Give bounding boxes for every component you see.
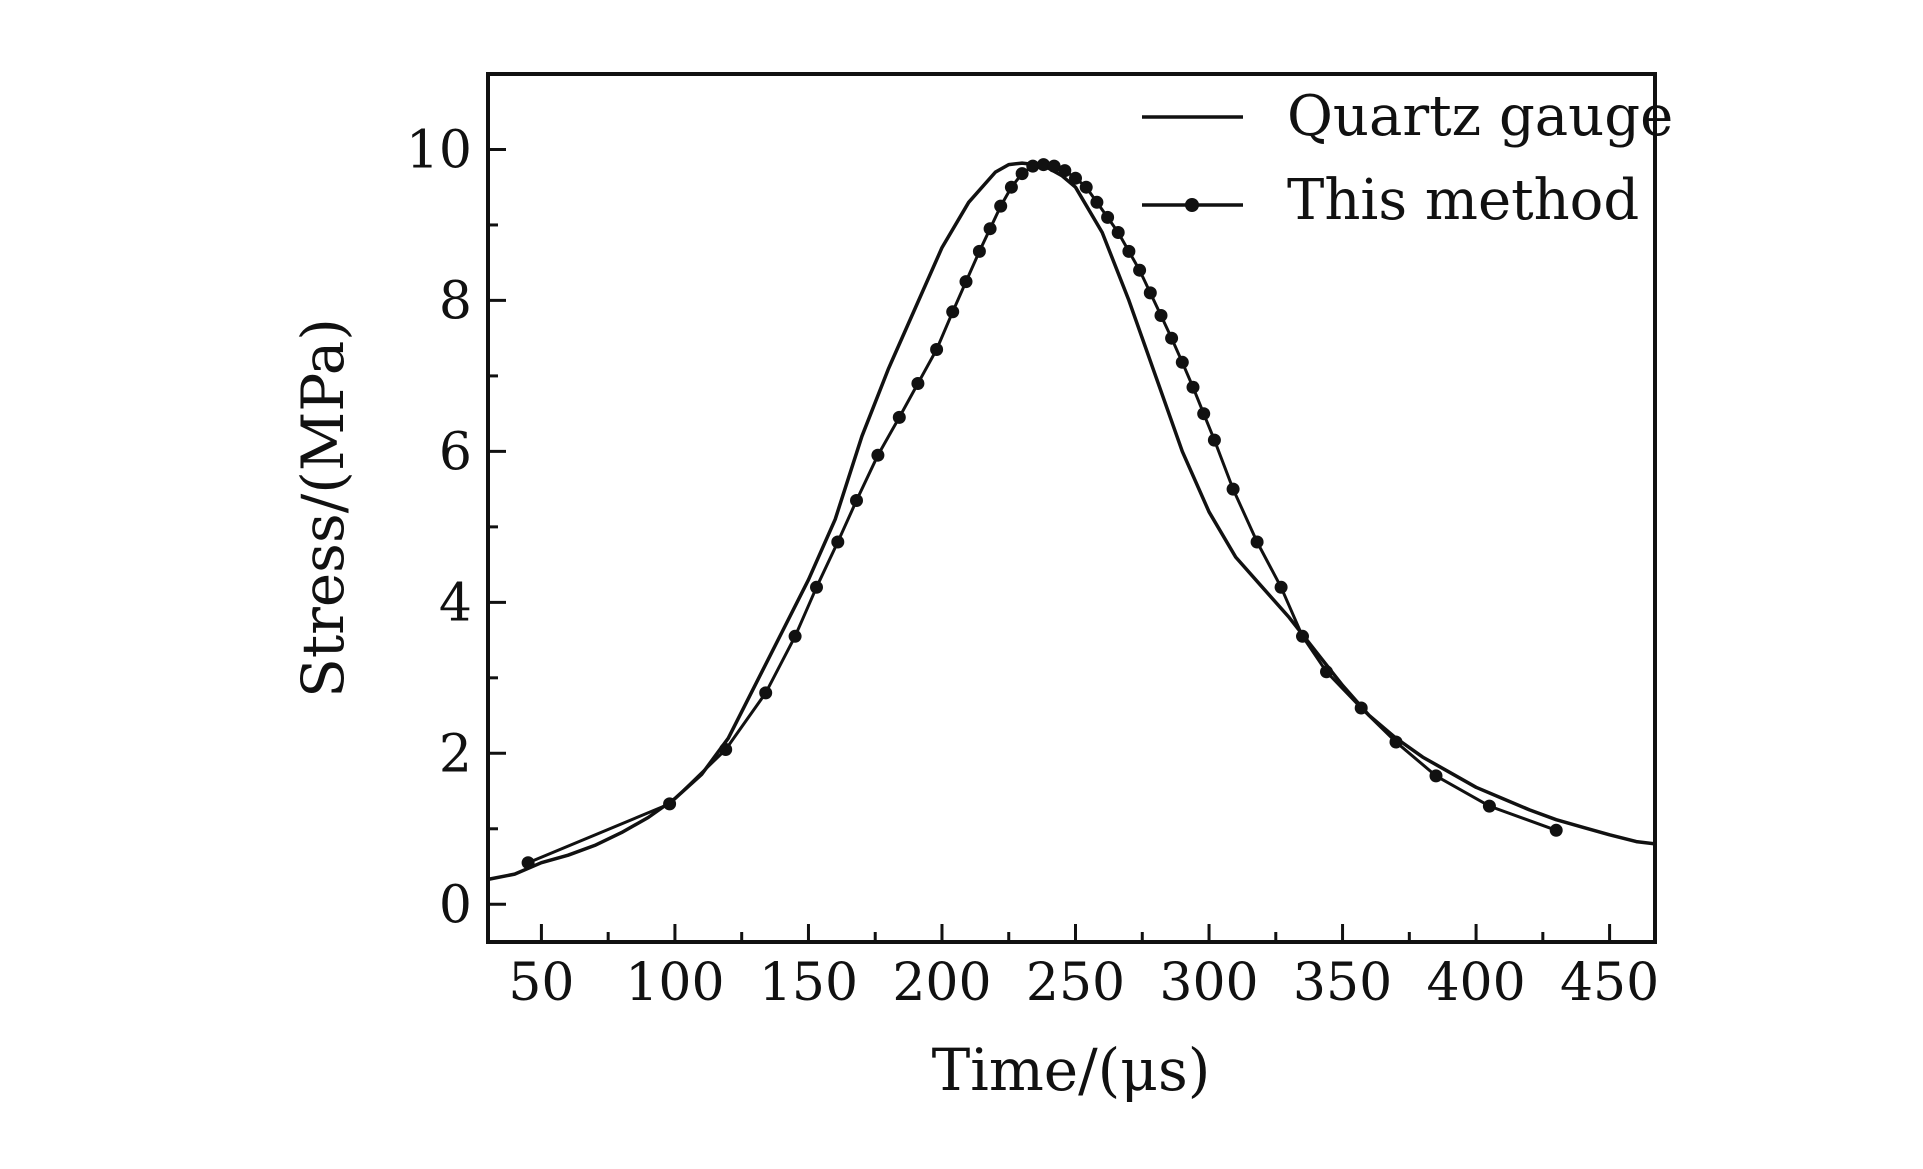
data-point-this-method bbox=[850, 494, 863, 507]
data-point-this-method bbox=[810, 580, 823, 594]
x-axis-ticks: 50 100 150 200 250 300 350 400 450 bbox=[508, 924, 1659, 1013]
data-point-this-method bbox=[521, 856, 535, 870]
data-point-this-method bbox=[1549, 823, 1563, 837]
data-point-this-method bbox=[946, 305, 960, 319]
data-point-this-method bbox=[1090, 195, 1104, 209]
y-tick-label: 0 bbox=[439, 875, 472, 935]
legend-marker-this-method bbox=[1185, 198, 1199, 212]
plot-frame bbox=[486, 72, 1657, 944]
y-tick-label: 6 bbox=[439, 422, 472, 482]
data-point-this-method bbox=[930, 343, 944, 356]
data-point-this-method bbox=[1047, 159, 1061, 173]
data-point-this-method bbox=[1069, 171, 1082, 185]
y-tick-label: 2 bbox=[439, 724, 472, 784]
data-point-this-method bbox=[972, 244, 986, 258]
data-point-this-method bbox=[1354, 701, 1368, 715]
series-line-quartz-gauge bbox=[487, 161, 1656, 882]
y-tick-label: 10 bbox=[406, 120, 472, 180]
x-tick-label: 250 bbox=[1026, 953, 1125, 1013]
data-point-this-method bbox=[1143, 286, 1157, 300]
data-point-this-method bbox=[1296, 629, 1309, 643]
y-tick-label: 8 bbox=[439, 271, 472, 331]
data-point-this-method bbox=[1320, 665, 1333, 679]
data-point-this-method bbox=[1026, 159, 1040, 173]
data-point-this-method bbox=[1133, 263, 1147, 277]
x-tick-label: 50 bbox=[508, 953, 574, 1013]
y-tick-label: 4 bbox=[439, 573, 472, 633]
series-layer bbox=[487, 158, 1656, 882]
data-point-this-method bbox=[1197, 407, 1211, 421]
series-line-this-method bbox=[527, 163, 1557, 865]
data-point-this-method bbox=[1207, 433, 1221, 447]
data-point-this-method bbox=[663, 797, 677, 811]
data-point-this-method bbox=[871, 448, 885, 462]
x-tick-label: 400 bbox=[1426, 953, 1525, 1013]
x-tick-label: 200 bbox=[892, 953, 991, 1013]
data-point-this-method bbox=[1250, 535, 1264, 549]
data-point-this-method bbox=[994, 199, 1008, 213]
data-point-this-method bbox=[1015, 167, 1029, 181]
data-point-this-method bbox=[1058, 164, 1072, 178]
data-point-this-method bbox=[1079, 180, 1093, 194]
data-point-this-method bbox=[983, 222, 997, 236]
x-tick-label: 100 bbox=[625, 953, 724, 1013]
x-tick-label: 450 bbox=[1560, 953, 1659, 1013]
x-tick-label: 350 bbox=[1293, 953, 1392, 1013]
x-tick-label: 150 bbox=[759, 953, 858, 1013]
data-point-this-method bbox=[1165, 331, 1179, 345]
data-point-this-method bbox=[1154, 309, 1168, 322]
data-point-this-method bbox=[1186, 380, 1200, 394]
data-point-this-method bbox=[911, 377, 925, 390]
data-point-this-method bbox=[1429, 769, 1443, 783]
data-point-this-method bbox=[1101, 210, 1115, 224]
data-point-this-method bbox=[1274, 580, 1288, 594]
x-axis-title: Time/(μs) bbox=[932, 1036, 1211, 1104]
data-point-this-method bbox=[831, 535, 845, 549]
data-point-this-method bbox=[1175, 355, 1189, 369]
x-tick-label: 300 bbox=[1159, 953, 1258, 1013]
data-point-this-method bbox=[1389, 735, 1403, 749]
data-point-this-method bbox=[1122, 244, 1136, 258]
data-point-this-method bbox=[1482, 799, 1496, 813]
legend: Quartz gauge This method bbox=[1142, 84, 1673, 233]
data-point-this-method bbox=[1111, 226, 1125, 239]
legend-label-this-method: This method bbox=[1287, 168, 1639, 233]
data-point-this-method bbox=[959, 275, 973, 289]
data-point-this-method bbox=[719, 743, 733, 756]
data-point-this-method bbox=[1004, 180, 1018, 194]
data-point-this-method bbox=[759, 686, 773, 700]
y-axis-ticks: 0 2 4 6 8 10 bbox=[406, 120, 506, 935]
data-point-this-method bbox=[1226, 482, 1240, 496]
legend-label-quartz-gauge: Quartz gauge bbox=[1287, 84, 1673, 149]
data-point-this-method bbox=[1037, 158, 1050, 172]
y-axis-title: Stress/(MPa) bbox=[289, 318, 357, 698]
data-point-this-method bbox=[788, 629, 802, 643]
data-point-this-method bbox=[892, 410, 906, 424]
